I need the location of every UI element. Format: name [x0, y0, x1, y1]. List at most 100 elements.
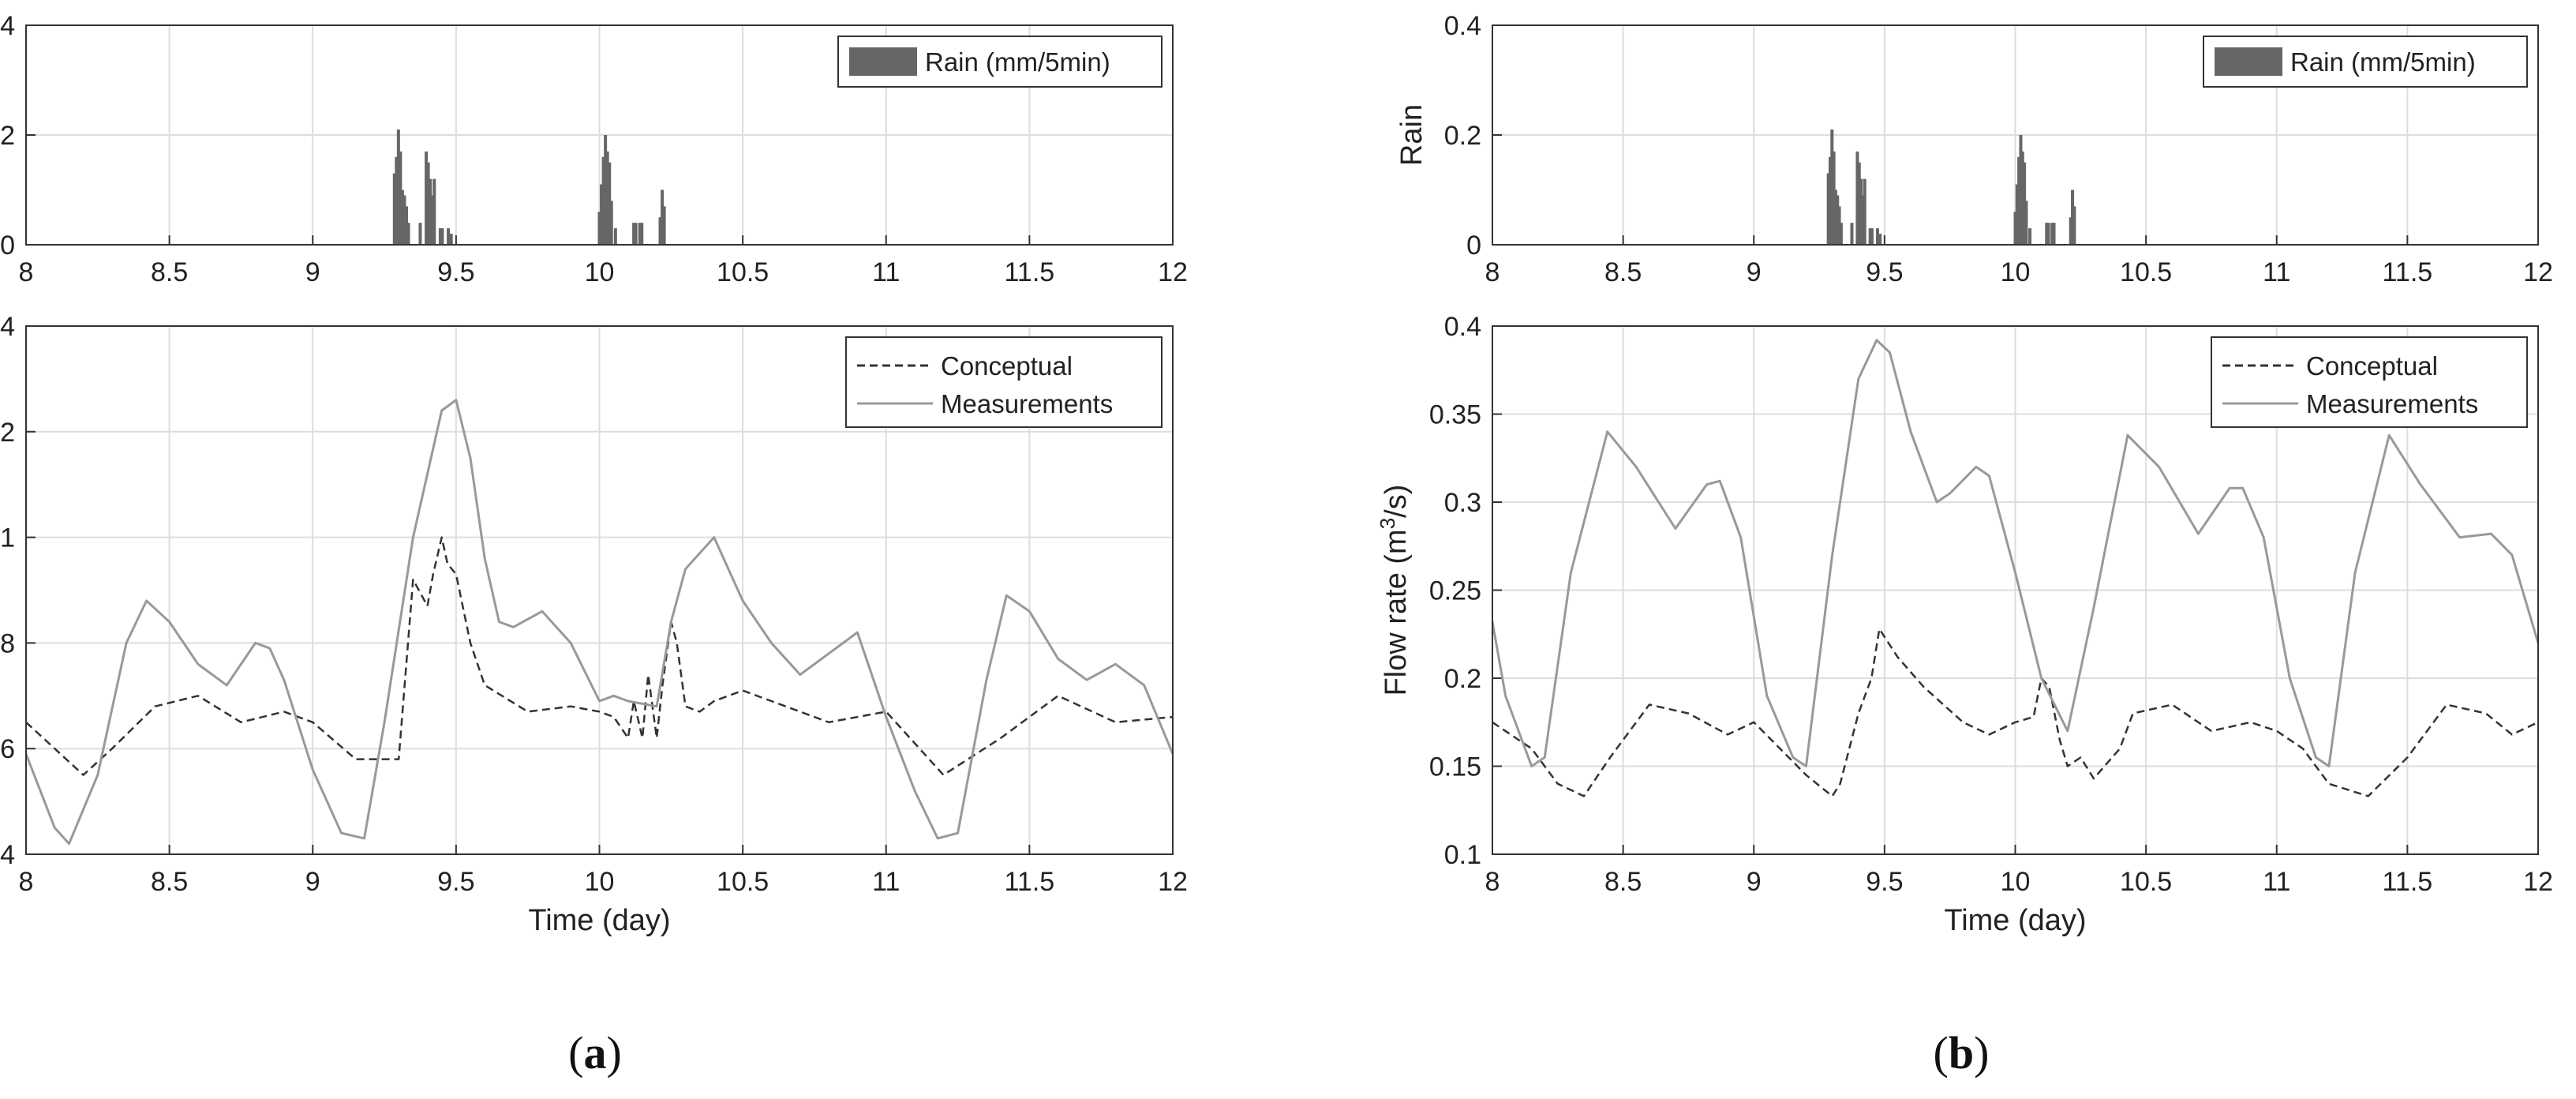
- rain-bar: [2024, 201, 2028, 245]
- rain-bar: [597, 212, 601, 245]
- x-tick-label: 9: [1747, 867, 1762, 897]
- y-axis-label: Rain: [1395, 104, 1428, 166]
- rain-bar: [634, 223, 638, 245]
- rain-bar: [604, 135, 608, 245]
- x-tick-label: 8: [19, 257, 34, 287]
- legend-rain-swatch: [2215, 47, 2282, 76]
- rain-bar: [396, 129, 400, 245]
- axes-frame: [1492, 325, 2539, 855]
- x-tick-label: 11: [872, 867, 900, 897]
- rain-bar: [447, 228, 451, 245]
- rain-bar: [432, 178, 436, 245]
- rain-bar: [406, 223, 410, 245]
- x-tick-label: 8.5: [1604, 867, 1642, 897]
- x-tick-label: 8.5: [151, 867, 188, 897]
- x-axis-label: Time (day): [1944, 904, 2086, 937]
- panel-b-top: 8 8.5 9 9.5 10 10.5 11 11.5 12 0 0.2 0.4 Rain Rain (m…: [1395, 11, 2553, 287]
- rain-bar: [1833, 189, 1837, 245]
- rain-bar: [640, 223, 644, 245]
- rain-bar: [1870, 228, 1874, 245]
- rain-bar: [1826, 173, 1830, 245]
- x-tick-label: 11: [2263, 867, 2290, 897]
- y-tick-label: 0.25: [1429, 576, 1481, 606]
- legend-rain-label: Rain (mm/5min): [2290, 47, 2476, 77]
- rain-bar: [662, 206, 666, 245]
- y-tick-label: 1.4: [0, 312, 15, 342]
- legend-measurements-label: Measurements: [2306, 389, 2478, 418]
- rain-bar: [438, 228, 442, 245]
- y-tick-label: 0.2: [1444, 664, 1481, 694]
- rain-bar: [2015, 184, 2019, 245]
- y-axis-label: Flow rate (m3/s): [1376, 485, 1413, 696]
- y-tick-label: 0: [1466, 231, 1481, 261]
- axes-frame: [25, 325, 1174, 855]
- x-tick-label: 9: [1747, 257, 1762, 287]
- y-tick-label: 0.4: [1444, 312, 1481, 342]
- x-tick-label: 10.5: [717, 867, 769, 897]
- x-tick-label: 9: [305, 867, 320, 897]
- y-tick-label: 0.2: [1444, 121, 1481, 151]
- caption-a: (a): [548, 1026, 642, 1079]
- legend-conceptual-label: Conceptual: [941, 351, 1073, 381]
- x-tick-label: 10.5: [2120, 257, 2172, 287]
- x-tick-label: 10: [585, 867, 615, 897]
- rain-bar: [430, 195, 434, 245]
- caption-a-close: ): [606, 1027, 622, 1078]
- legend-box: [845, 336, 1163, 428]
- conceptual-line: [1492, 628, 2539, 797]
- rain-bar: [1830, 129, 1834, 245]
- rain-bar: [2072, 206, 2076, 245]
- caption-a-open: (: [568, 1027, 584, 1078]
- x-tick-label: 9.5: [437, 867, 474, 897]
- x-tick-label: 9.5: [437, 257, 474, 287]
- x-tick-label: 11: [2263, 257, 2290, 287]
- rain-bar: [2071, 189, 2075, 245]
- rain-bar: [1868, 228, 1872, 245]
- rain-bar: [658, 217, 662, 245]
- rain-bar: [2020, 151, 2024, 245]
- rain-bar: [449, 234, 453, 245]
- rain-bar: [402, 195, 406, 245]
- y-tick-label: 0.4: [0, 11, 15, 41]
- rain-bar: [638, 223, 642, 245]
- rain-bar: [2069, 217, 2072, 245]
- rain-bar: [1832, 151, 1836, 245]
- rain-bar: [1857, 162, 1861, 245]
- measurements-line: [24, 399, 1174, 846]
- x-tick-label: 10.5: [2120, 867, 2172, 897]
- rain-bar: [425, 151, 429, 245]
- rain-bar: [399, 151, 402, 245]
- axes-frame: [1492, 24, 2539, 246]
- conceptual-line: [25, 536, 1174, 776]
- legend-measurements-label: Measurements: [941, 389, 1113, 418]
- rain-bar: [2017, 156, 2021, 245]
- caption-b-open: (: [1933, 1027, 1949, 1078]
- y-tick-label: 0.4: [0, 840, 15, 870]
- y-tick-label: 0.3: [1444, 488, 1481, 518]
- y-tick-label: 0.8: [0, 628, 15, 658]
- y-tick-label: 0.35: [1429, 400, 1481, 430]
- rain-bar: [426, 162, 430, 245]
- rain-bar: [1839, 223, 1843, 245]
- rain-bar: [1828, 156, 1832, 245]
- rain-bar: [1861, 195, 1865, 245]
- y-axis-label-main: Flow rate (m: [1380, 529, 1413, 696]
- y-axis-label-superscript: 3: [1376, 518, 1399, 529]
- x-tick-label: 8: [1485, 867, 1500, 897]
- x-tick-label: 10: [2001, 257, 2031, 287]
- x-tick-label: 10.5: [717, 257, 769, 287]
- panel-a-bottom: 88.599.51010.51111.5120.40.60.811.21.4Fl…: [0, 312, 1188, 937]
- y-tick-label: 0.1: [1444, 840, 1481, 870]
- x-tick-label: 10: [585, 257, 615, 287]
- y-tick-label: 0.6: [0, 734, 15, 764]
- rain-bar: [2052, 223, 2056, 245]
- rain-bar: [418, 223, 422, 245]
- rain-bar: [1837, 206, 1841, 245]
- x-tick-label: 11.5: [1005, 257, 1055, 287]
- y-axis-label-end: /s): [1380, 485, 1413, 518]
- rain-bar: [2013, 212, 2017, 245]
- x-tick-label: 8: [19, 867, 34, 897]
- rain-bar: [440, 228, 444, 245]
- rain-bar: [400, 189, 404, 245]
